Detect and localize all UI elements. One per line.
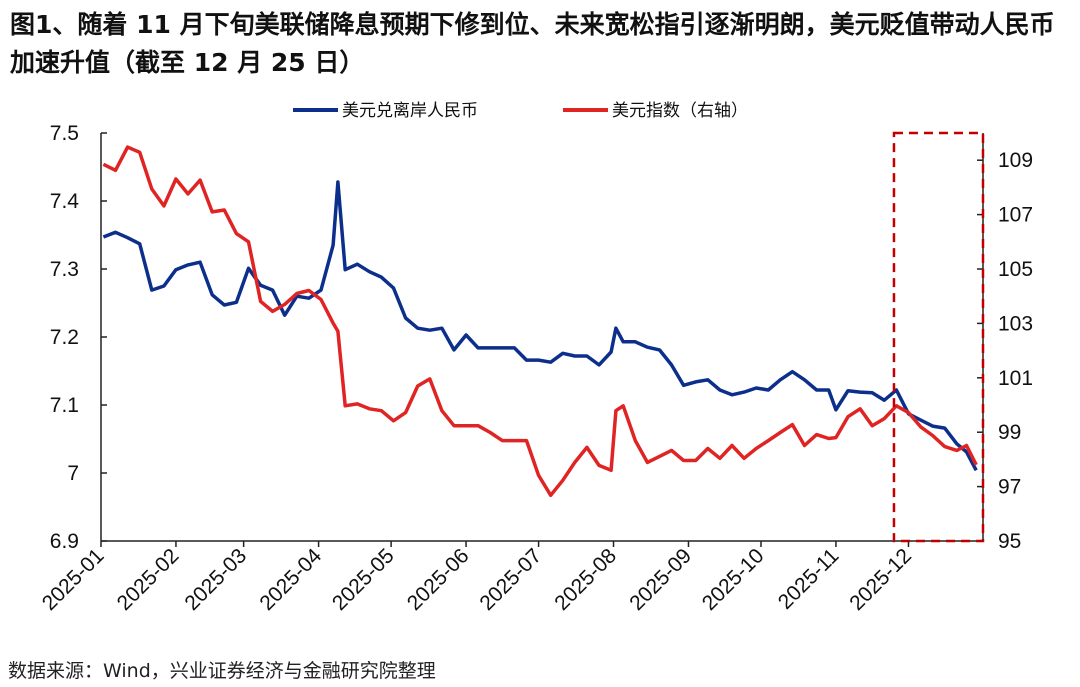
right-tick-label: 97 — [998, 476, 1021, 499]
right-tick-label: 99 — [998, 421, 1021, 444]
left-tick-label: 7.3 — [50, 258, 79, 281]
left-tick-label: 6.9 — [50, 530, 79, 553]
x-tick-label: 2025-12 — [845, 544, 916, 615]
x-tick-label: 2025-08 — [550, 544, 621, 615]
x-tick-label: 2025-04 — [255, 544, 326, 615]
right-tick-label: 103 — [998, 312, 1033, 335]
x-tick-label: 2025-05 — [328, 544, 399, 615]
cny-series-line — [102, 180, 978, 472]
left-tick-label: 7 — [67, 462, 79, 485]
x-tick-label: 2025-02 — [113, 544, 184, 615]
right-tick-label: 101 — [998, 367, 1033, 390]
left-tick-label: 7.5 — [50, 122, 79, 145]
x-tick-label: 2025-06 — [403, 544, 474, 615]
highlight-box — [892, 131, 985, 543]
x-tick-label: 2025-10 — [698, 544, 769, 615]
right-tick-label: 107 — [998, 204, 1033, 227]
legend-label-dxy: 美元指数（右轴） — [612, 101, 748, 121]
left-tick-label: 7.4 — [50, 190, 80, 213]
right-tick-label: 105 — [998, 258, 1033, 281]
right-tick-label: 109 — [998, 149, 1033, 172]
left-tick-label: 7.2 — [50, 326, 79, 349]
x-tick-label: 2025-09 — [625, 544, 696, 615]
x-tick-label: 2025-01 — [38, 544, 109, 615]
left-tick-label: 7.1 — [50, 394, 79, 417]
source-note: 数据来源：Wind，兴业证券经济与金融研究院整理 — [8, 660, 436, 682]
chart-title: 图1、随着 11 月下旬美联储降息预期下修到位、未来宽松指引逐渐明朗，美元贬值带… — [10, 10, 1055, 77]
right-tick-label: 95 — [998, 530, 1021, 553]
x-tick-label: 2025-07 — [475, 544, 546, 615]
legend-label-cny: 美元兑离岸人民币 — [342, 101, 478, 121]
x-tick-label: 2025-03 — [180, 544, 251, 615]
dxy-series-line — [102, 145, 978, 498]
x-tick-label: 2025-11 — [774, 544, 844, 614]
legend: 美元兑离岸人民币 美元指数（右轴） — [293, 101, 748, 121]
